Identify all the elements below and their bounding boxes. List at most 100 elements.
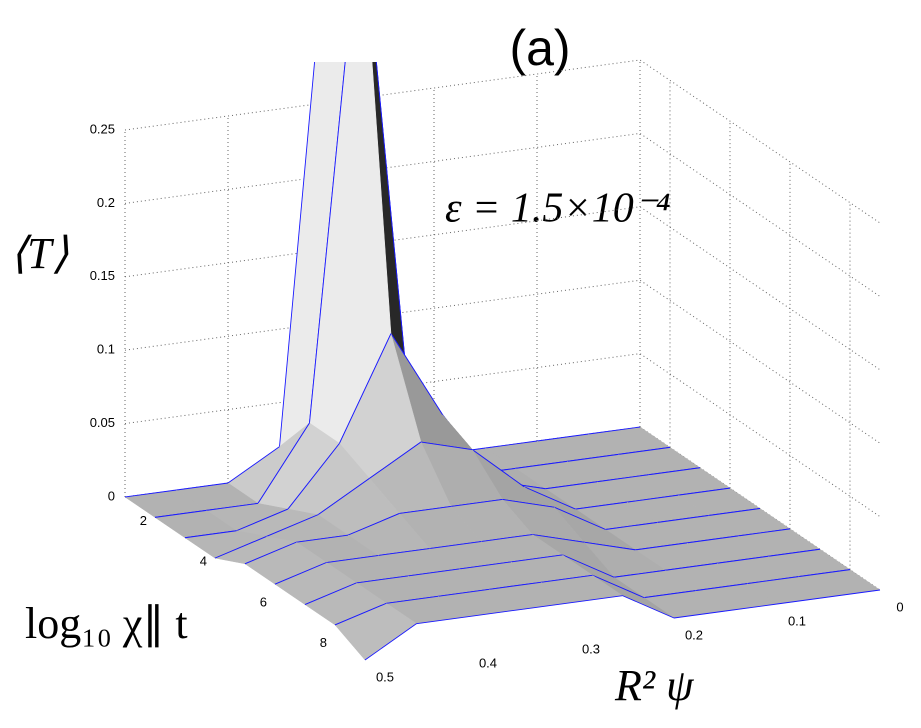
mesh-line <box>656 515 709 523</box>
mesh-line <box>287 443 340 510</box>
mesh-line <box>317 478 370 516</box>
mesh-line <box>459 561 512 570</box>
mesh-line <box>437 588 490 597</box>
mesh-line <box>386 595 439 604</box>
mesh-line <box>309 62 346 424</box>
y-tick-label: 8 <box>320 635 327 650</box>
mesh-line <box>369 441 422 479</box>
z-tick-label: 0.05 <box>90 415 115 430</box>
mesh-line <box>626 494 679 503</box>
x-tick-label: 0.3 <box>582 641 600 656</box>
mesh-line <box>334 602 387 626</box>
mesh-line <box>738 528 791 537</box>
mesh-line <box>154 509 207 518</box>
x-tick-label: 0 <box>896 599 903 614</box>
mesh-line <box>695 583 748 592</box>
mesh-line <box>206 502 259 511</box>
mesh-line <box>375 62 413 439</box>
mesh-line <box>489 581 542 590</box>
mesh-line <box>214 536 267 559</box>
mesh-line <box>583 541 636 551</box>
mesh-line <box>725 603 778 612</box>
mesh-line <box>244 541 297 565</box>
mesh-line <box>540 574 593 583</box>
mesh-line <box>618 446 671 455</box>
z-tick-label: 0.15 <box>90 268 115 283</box>
chart-title: (a) <box>509 20 570 76</box>
mesh-line <box>399 506 452 514</box>
mesh-line <box>176 482 229 491</box>
mesh-line <box>467 609 520 618</box>
mesh-line <box>678 487 731 496</box>
mesh-line <box>665 562 718 571</box>
mesh-line <box>575 501 628 510</box>
mesh-line <box>536 433 589 442</box>
mesh-line <box>553 506 606 530</box>
mesh-line <box>304 582 357 605</box>
mesh-line <box>596 474 649 483</box>
mesh-line <box>257 422 310 504</box>
x-tick-label: 0.5 <box>376 669 394 684</box>
mesh-line <box>416 616 469 625</box>
mesh-line <box>364 623 417 661</box>
mesh-line <box>519 602 572 611</box>
surface <box>124 62 881 661</box>
y-tick-label: 2 <box>140 513 147 528</box>
mesh-line <box>686 535 739 544</box>
y-tick-label: 6 <box>260 594 267 609</box>
mesh-line <box>798 569 851 578</box>
z-tick-label: 0.1 <box>97 342 115 357</box>
mesh-line <box>502 499 555 508</box>
mesh-line <box>828 589 881 598</box>
x-tick-label: 0.1 <box>788 613 806 628</box>
mesh-line <box>356 575 409 584</box>
mesh-line <box>592 574 645 599</box>
mesh-line <box>407 568 460 577</box>
mesh-line <box>648 467 701 476</box>
mesh-line <box>274 562 327 585</box>
annotation: ε = 1.5×10⁻⁴ <box>445 186 671 232</box>
mesh-line <box>347 513 400 536</box>
mesh-line <box>545 481 598 490</box>
y-axis-label: log₁₀ χ∥ t <box>25 599 188 648</box>
x-tick-label: 0.4 <box>479 655 497 670</box>
mesh-line <box>635 542 688 551</box>
y-tick-label: 4 <box>200 554 207 569</box>
mesh-line <box>613 569 666 578</box>
mesh-line <box>562 554 615 578</box>
mesh-line <box>296 534 349 543</box>
x-axis-label: R² ψ <box>614 661 694 710</box>
mesh-line <box>566 453 619 462</box>
z-tick-label: 0.2 <box>97 195 115 210</box>
mesh-line <box>523 486 576 510</box>
mesh-line <box>776 596 829 605</box>
mesh-line <box>643 590 696 599</box>
mesh-line <box>450 499 503 507</box>
mesh-line <box>515 460 568 469</box>
mesh-line <box>768 548 821 557</box>
mesh-line <box>622 595 675 619</box>
mesh-line <box>279 62 316 447</box>
x-tick-label: 0.2 <box>685 627 703 642</box>
z-axis-label: ⟨T⟩ <box>10 229 69 278</box>
ticks: 0 0.05 0.1 0.15 0.2 0.25 0 0.1 0.2 0.3 0.4 0.5 2 4 6 8 <box>90 121 904 684</box>
mesh-line <box>510 554 563 563</box>
z-tick-label: 0 <box>108 488 115 503</box>
mesh-line <box>429 541 482 549</box>
mesh-line <box>588 426 641 435</box>
mesh-line <box>716 555 769 564</box>
mesh-line <box>472 449 525 488</box>
z-tick-label: 0.25 <box>90 121 115 136</box>
mesh-line <box>570 595 623 604</box>
mesh-line <box>420 441 473 451</box>
mesh-line <box>124 489 177 498</box>
mesh-line <box>227 446 280 484</box>
mesh-line <box>708 508 761 516</box>
mesh-line <box>746 576 799 585</box>
mesh-line <box>377 548 430 556</box>
grid-line <box>124 279 881 444</box>
mesh-line <box>480 534 533 542</box>
mesh-line <box>605 522 658 530</box>
mesh-line <box>673 610 726 619</box>
